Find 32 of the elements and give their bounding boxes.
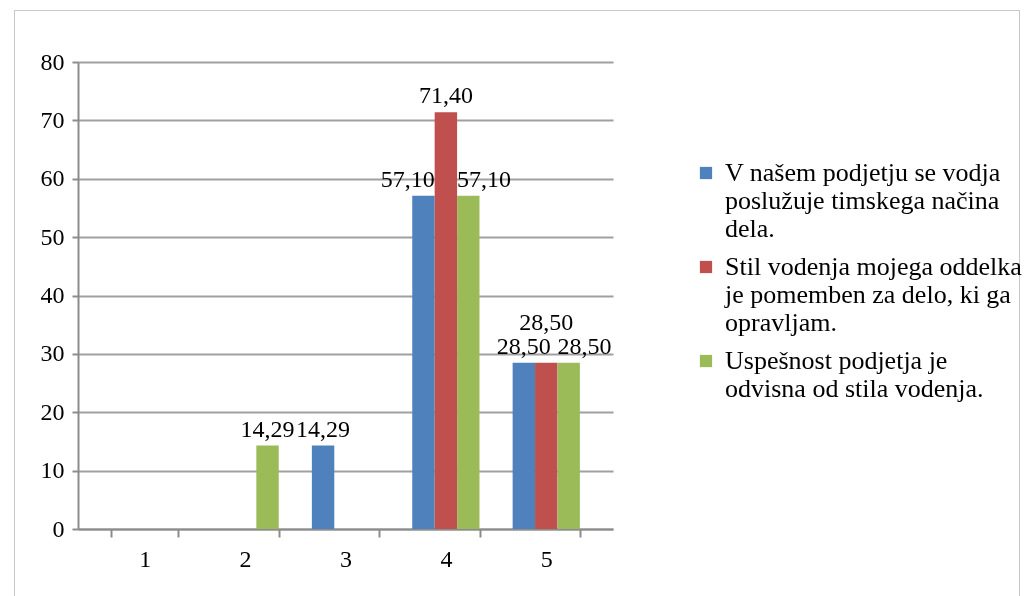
bar — [434, 112, 458, 529]
y-tick-label: 10 — [40, 457, 65, 484]
data-label: 14,29 — [296, 415, 351, 442]
legend-label: V našem podjetju se vodja poslužuje timskega načina dela. — [725, 158, 1001, 243]
bar — [311, 445, 335, 529]
data-label: 71,40 — [418, 82, 473, 109]
data-label: 28,50 — [557, 332, 612, 359]
bar — [457, 195, 480, 529]
bar — [557, 362, 580, 529]
legend-label: Uspešnost podjetja je odvisna od stila vodenja. — [725, 346, 984, 403]
y-tick-label: 0 — [52, 515, 65, 542]
x-tick-label: 5 — [540, 545, 553, 572]
x-tick-label: 1 — [139, 545, 152, 572]
y-tick-label: 70 — [40, 106, 65, 133]
y-tick-label: 40 — [40, 282, 65, 308]
bar — [535, 362, 558, 529]
y-tick-label: 20 — [40, 398, 65, 425]
x-tick-label: 2 — [239, 545, 252, 572]
y-tick-label: 80 — [40, 48, 65, 75]
x-tick-label: 3 — [340, 545, 352, 572]
x-tick-label: 4 — [440, 545, 453, 572]
legend-label: Stil vodenja mojega oddelka je pomemben za delo, ki ga opravljam. — [724, 252, 1023, 337]
y-tick-label: 60 — [40, 165, 65, 192]
data-label: 28,50 — [519, 308, 574, 335]
bar — [512, 362, 536, 529]
data-label: 57,10 — [457, 165, 512, 192]
data-label: 14,29 — [240, 415, 295, 442]
y-tick-label: 30 — [40, 340, 65, 367]
bar — [412, 195, 435, 529]
y-tick-label: 50 — [40, 223, 65, 250]
data-label: 57,10 — [380, 165, 435, 192]
bar — [256, 445, 279, 529]
